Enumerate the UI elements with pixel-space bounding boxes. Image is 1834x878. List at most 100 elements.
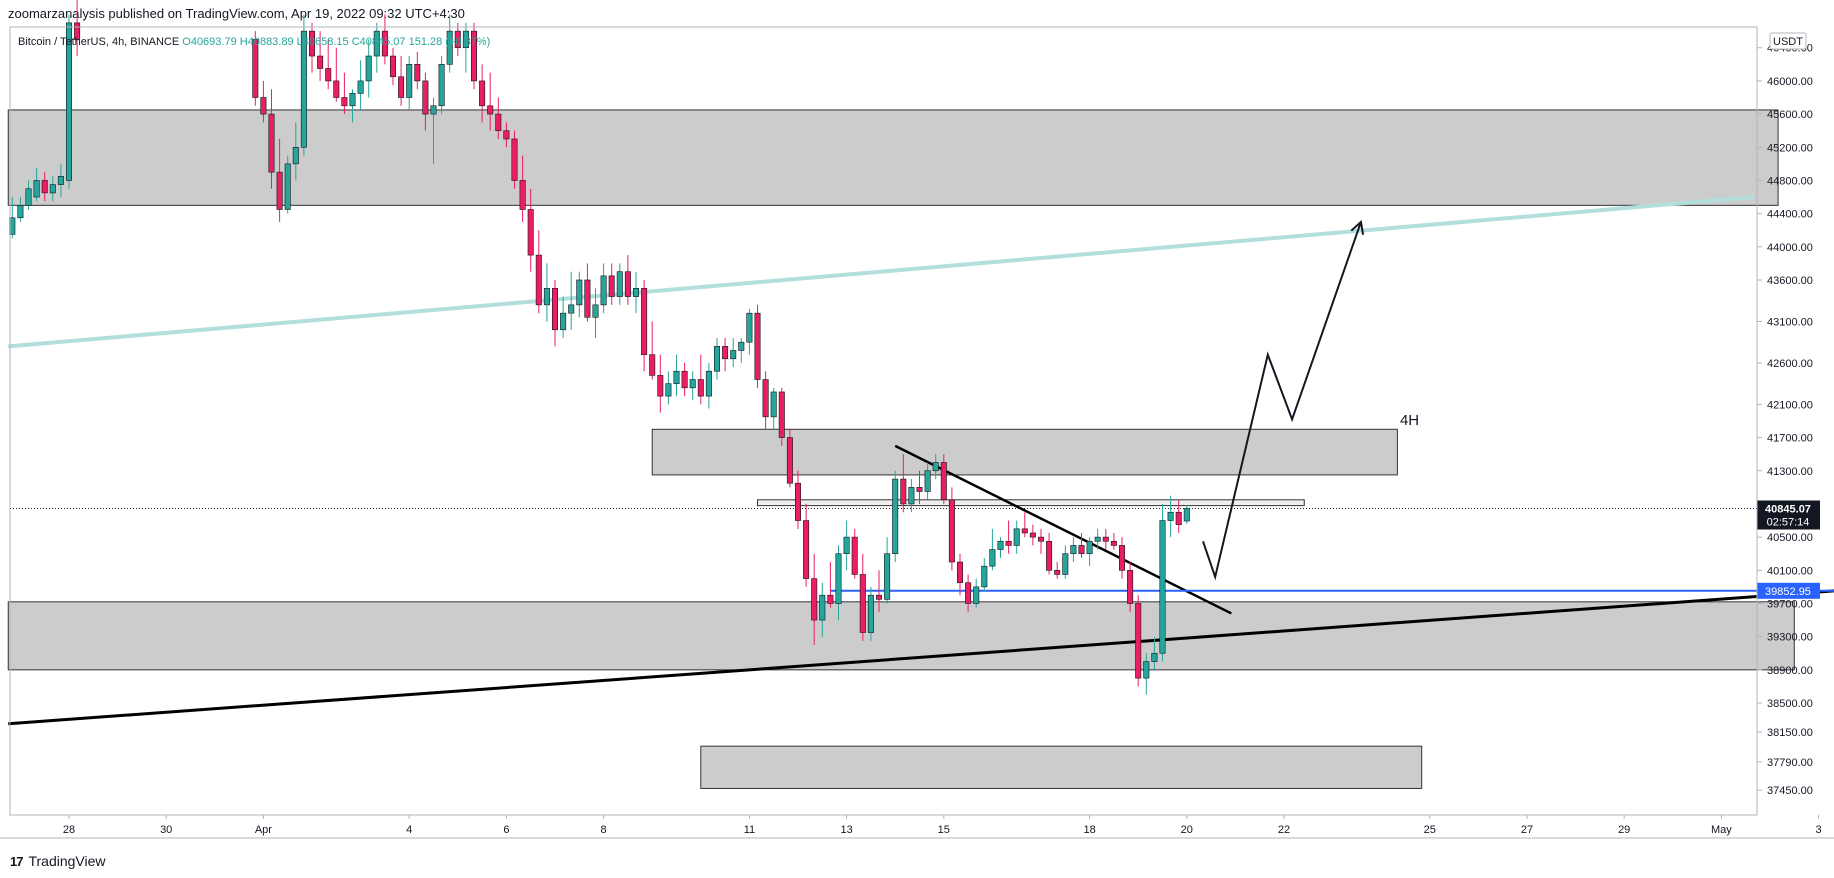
candle-body bbox=[624, 271, 631, 297]
candle-86 bbox=[875, 570, 882, 612]
chart-frame bbox=[0, 26, 1834, 839]
candle-body bbox=[608, 275, 615, 297]
candles-layer bbox=[9, 0, 1190, 695]
zone-2 bbox=[757, 499, 1305, 507]
candle-121 bbox=[1159, 503, 1166, 662]
candle-102 bbox=[1005, 520, 1012, 554]
candle-100 bbox=[989, 528, 996, 571]
candle-18 bbox=[325, 39, 332, 90]
candle-7 bbox=[66, 14, 73, 189]
candle-30 bbox=[422, 72, 429, 131]
candle-3 bbox=[33, 168, 40, 202]
candle-34 bbox=[454, 22, 461, 57]
candle-body bbox=[584, 279, 591, 318]
level-price-label: 39852.95 bbox=[1757, 582, 1820, 599]
plot-border bbox=[9, 26, 1758, 816]
candle-body bbox=[1151, 652, 1158, 662]
ohlc-close: C40845.07 bbox=[352, 36, 409, 48]
candle-body bbox=[25, 188, 32, 206]
candle-19 bbox=[333, 47, 340, 102]
candle-body bbox=[1021, 528, 1028, 534]
candle-body bbox=[389, 55, 396, 78]
time-axis[interactable]: 28 30 Apr 4 6 8 11 13 15 18 20 22 25 27 29 May 3 bbox=[63, 815, 1822, 836]
candle-124 bbox=[1183, 505, 1190, 525]
x-tick-label-2: Apr bbox=[255, 824, 272, 836]
candle-103 bbox=[1013, 520, 1020, 554]
candle-body bbox=[1029, 532, 1036, 538]
candle-body bbox=[1183, 508, 1190, 522]
candle-body bbox=[446, 30, 453, 65]
candle-82 bbox=[843, 520, 850, 571]
x-tick-label-13: 27 bbox=[1521, 824, 1533, 836]
overlays-layer: 4H bbox=[1202, 219, 1419, 581]
candle-40 bbox=[503, 122, 510, 148]
candle-body bbox=[641, 287, 648, 355]
x-tick-label-16: 3 bbox=[1816, 824, 1822, 836]
candle-body bbox=[560, 312, 567, 331]
candle-body bbox=[730, 350, 737, 360]
candle-80 bbox=[827, 562, 834, 608]
price-axis[interactable]: 46400.0046000.0045600.0045200.0044800.00… bbox=[1757, 32, 1820, 797]
candle-22 bbox=[357, 60, 364, 110]
candle-92 bbox=[924, 462, 931, 500]
candle-body bbox=[713, 346, 720, 372]
candle-body bbox=[600, 275, 607, 306]
candle-35 bbox=[462, 22, 469, 73]
candle-79 bbox=[819, 582, 826, 637]
candle-body bbox=[276, 171, 283, 210]
candle-body bbox=[803, 520, 810, 579]
y-tick-label-11: 41700.00 bbox=[1767, 433, 1813, 445]
candle-body bbox=[746, 312, 753, 343]
candle-64 bbox=[697, 354, 704, 405]
last-price-box bbox=[1757, 500, 1820, 530]
candle-15 bbox=[300, 14, 307, 156]
candle-body bbox=[1005, 540, 1012, 546]
candle-114 bbox=[1102, 528, 1109, 550]
candle-body bbox=[1119, 545, 1126, 571]
candle-84 bbox=[859, 553, 866, 641]
candle-body bbox=[454, 30, 461, 49]
candle-67 bbox=[722, 338, 729, 372]
candle-body bbox=[859, 574, 866, 633]
candle-body bbox=[1046, 540, 1053, 571]
candle-body bbox=[981, 565, 988, 588]
candle-99 bbox=[981, 557, 988, 592]
candle-body bbox=[1135, 603, 1142, 679]
candle-4 bbox=[41, 172, 48, 202]
candle-45 bbox=[543, 263, 550, 322]
candle-25 bbox=[381, 14, 388, 65]
candle-118 bbox=[1135, 595, 1142, 687]
candle-body bbox=[827, 594, 834, 604]
timeframe-label: 4H bbox=[1400, 412, 1419, 429]
y-tick-label-8: 43100.00 bbox=[1767, 316, 1813, 328]
y-tick-label-7: 43600.00 bbox=[1767, 275, 1813, 287]
zone-1 bbox=[651, 428, 1398, 476]
candle-29 bbox=[414, 51, 421, 90]
candle-body bbox=[568, 304, 575, 314]
candle-43 bbox=[527, 188, 534, 272]
candle-16 bbox=[308, 22, 315, 73]
candle-48 bbox=[568, 271, 575, 330]
candle-71 bbox=[754, 304, 761, 388]
candle-60 bbox=[665, 371, 672, 405]
candle-body bbox=[1078, 545, 1085, 555]
x-tick-label-1: 30 bbox=[160, 824, 172, 836]
candle-24 bbox=[373, 22, 380, 73]
candle-body bbox=[479, 80, 486, 107]
candle-body bbox=[592, 304, 599, 318]
tradingview-logo-icon: 17 bbox=[10, 853, 24, 869]
candle-28 bbox=[406, 56, 413, 110]
candle-14 bbox=[292, 122, 299, 181]
candle-body bbox=[292, 146, 299, 165]
tradingview-footer[interactable]: 17 TradingView bbox=[10, 853, 106, 869]
candle-body bbox=[414, 64, 421, 82]
ohlc-open: O40693.79 bbox=[182, 36, 240, 48]
candle-body bbox=[260, 97, 267, 115]
candle-123 bbox=[1175, 499, 1182, 533]
candle-51 bbox=[592, 288, 599, 339]
candle-12 bbox=[276, 138, 283, 222]
candle-body bbox=[649, 354, 656, 376]
candle-17 bbox=[317, 31, 324, 81]
candle-body bbox=[576, 279, 583, 306]
